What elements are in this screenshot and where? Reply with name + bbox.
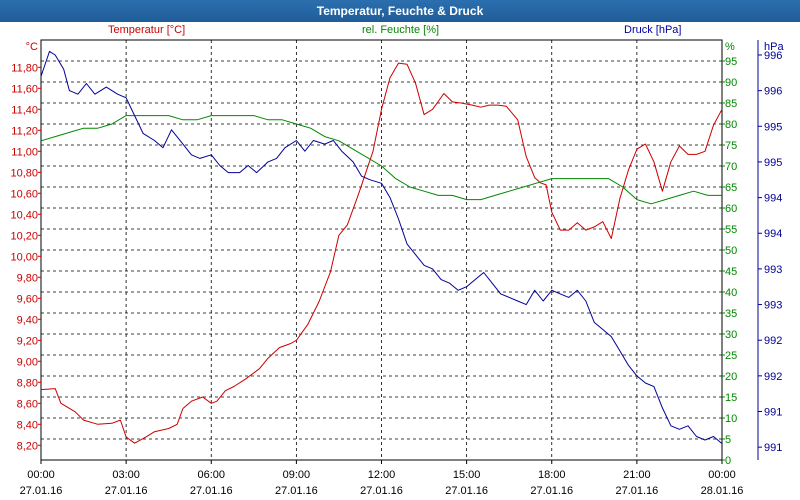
- hum-tick-label: 25: [725, 350, 737, 362]
- pressure-header: Druck [hPa]: [624, 24, 682, 36]
- hum-tick-label: 20: [725, 371, 737, 383]
- temp-tick-label: 11,40: [11, 104, 38, 116]
- temperature-header: Temperatur [°C]: [108, 24, 186, 36]
- temp-tick-label: 9,40: [17, 314, 38, 326]
- hum-axis-unit: %: [725, 41, 735, 53]
- x-tick-time: 15:00: [453, 469, 481, 481]
- hum-tick-label: 95: [725, 56, 737, 68]
- temp-tick-label: 9,60: [17, 293, 38, 305]
- x-tick-date: 27.01.16: [105, 485, 148, 497]
- x-tick-time: 00:00: [708, 469, 736, 481]
- humidity-line: [40, 115, 722, 205]
- press-tick-label: 994: [764, 193, 782, 205]
- temp-tick-label: 11,80: [11, 62, 38, 74]
- press-tick-label: 995: [764, 157, 782, 169]
- temp-tick-label: 10,00: [10, 251, 38, 263]
- press-tick-label: 995: [764, 121, 782, 133]
- x-tick-date: 28.01.16: [701, 485, 744, 497]
- temp-tick-label: 11,00: [11, 146, 38, 158]
- temp-tick-label: 11,60: [11, 83, 38, 95]
- temp-tick-label: 10,60: [10, 188, 38, 200]
- x-tick-time: 00:00: [27, 469, 55, 481]
- x-tick-date: 27.01.16: [360, 485, 403, 497]
- hum-tick-label: 60: [725, 203, 737, 215]
- temp-tick-label: 9,80: [17, 272, 38, 284]
- hum-tick-label: 0: [725, 455, 731, 467]
- pressure-line: [40, 50, 723, 444]
- press-axis-unit: hPa: [764, 41, 784, 53]
- temp-tick-label: 10,80: [10, 167, 38, 179]
- x-tick-time: 03:00: [112, 469, 140, 481]
- x-tick-date: 27.01.16: [20, 485, 63, 497]
- window-title: Temperatur, Feuchte & Druck: [0, 0, 800, 22]
- temp-tick-label: 8,40: [17, 419, 38, 431]
- hum-tick-label: 80: [725, 119, 737, 131]
- x-tick-time: 18:00: [538, 469, 566, 481]
- press-tick-label: 993: [764, 300, 782, 312]
- press-tick-label: 991: [764, 407, 782, 419]
- hum-tick-label: 55: [725, 224, 737, 236]
- x-tick-date: 27.01.16: [445, 485, 488, 497]
- temp-tick-label: 10,40: [10, 209, 38, 221]
- hum-tick-label: 15: [725, 392, 737, 404]
- x-tick-time: 06:00: [197, 469, 225, 481]
- x-tick-time: 12:00: [368, 469, 396, 481]
- hum-tick-label: 45: [725, 266, 737, 278]
- hum-tick-label: 5: [725, 434, 731, 446]
- x-tick-date: 27.01.16: [530, 485, 573, 497]
- press-tick-label: 996: [764, 50, 782, 62]
- hum-tick-label: 10: [725, 413, 737, 425]
- press-tick-label: 993: [764, 264, 782, 276]
- hum-tick-label: 40: [725, 287, 737, 299]
- hum-tick-label: 90: [725, 77, 737, 89]
- x-tick-time: 09:00: [283, 469, 311, 481]
- hum-tick-label: 65: [725, 182, 737, 194]
- temperature-line: [40, 62, 723, 444]
- press-tick-label: 996: [764, 86, 782, 98]
- temp-tick-label: 9,00: [17, 356, 38, 368]
- temp-tick-label: 8,80: [17, 377, 38, 389]
- press-tick-label: 991: [764, 442, 782, 454]
- temp-tick-label: 10,20: [10, 230, 38, 242]
- press-tick-label: 992: [764, 371, 782, 383]
- x-tick-date: 27.01.16: [190, 485, 233, 497]
- temp-tick-label: 11,20: [11, 125, 38, 137]
- hum-tick-label: 50: [725, 245, 737, 257]
- x-tick-date: 27.01.16: [275, 485, 318, 497]
- temp-axis-unit: °C: [26, 41, 38, 53]
- hum-tick-label: 85: [725, 98, 737, 110]
- humidity-header: rel. Feuchte [%]: [362, 24, 440, 36]
- temp-tick-label: 8,60: [17, 398, 38, 410]
- temp-tick-label: 8,20: [17, 440, 38, 452]
- hum-tick-label: 30: [725, 329, 737, 341]
- x-tick-date: 27.01.16: [615, 485, 658, 497]
- press-tick-label: 992: [764, 335, 782, 347]
- hum-tick-label: 70: [725, 161, 737, 173]
- press-tick-label: 994: [764, 228, 782, 240]
- hum-tick-label: 75: [725, 140, 737, 152]
- hum-tick-label: 35: [725, 308, 737, 320]
- x-tick-time: 21:00: [623, 469, 651, 481]
- temp-tick-label: 9,20: [17, 335, 38, 347]
